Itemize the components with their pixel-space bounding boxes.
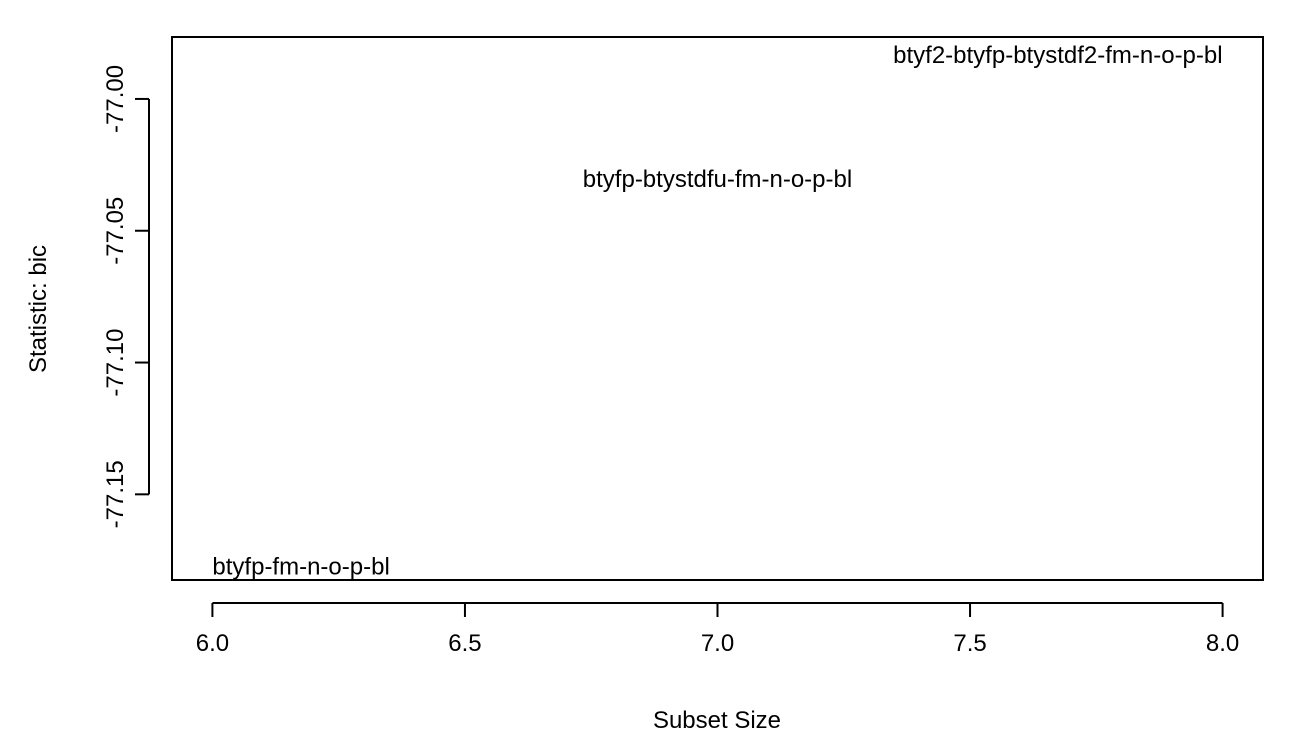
plot-frame xyxy=(171,36,1264,581)
x-tick-label: 7.0 xyxy=(701,630,734,657)
y-axis-title: Statistic: bic xyxy=(25,245,52,373)
point-labels: btyfp-fm-n-o-p-bl btyfp-btystdfu-fm-n-o-p… xyxy=(212,42,1222,580)
y-tick-label: -77.10 xyxy=(102,329,129,397)
y-axis: -77.00 -77.05 -77.10 -77.15 xyxy=(102,65,150,528)
x-tick-label: 6.5 xyxy=(448,630,481,657)
point-label: btyfp-btystdfu-fm-n-o-p-bl xyxy=(583,166,852,193)
x-axis: 6.0 6.5 7.0 7.5 8.0 xyxy=(196,602,1239,657)
point-label: btyfp-fm-n-o-p-bl xyxy=(212,553,389,580)
x-tick-label: 7.5 xyxy=(953,630,986,657)
y-tick-label: -77.05 xyxy=(102,197,129,265)
x-axis-title: Subset Size xyxy=(653,707,781,734)
x-tick-label: 6.0 xyxy=(196,630,229,657)
x-tick-label: 8.0 xyxy=(1206,630,1239,657)
point-label: btyf2-btyfp-btystdf2-fm-n-o-p-bl xyxy=(893,42,1222,69)
y-tick-label: -77.00 xyxy=(102,65,129,133)
y-tick-label: -77.15 xyxy=(102,460,129,528)
